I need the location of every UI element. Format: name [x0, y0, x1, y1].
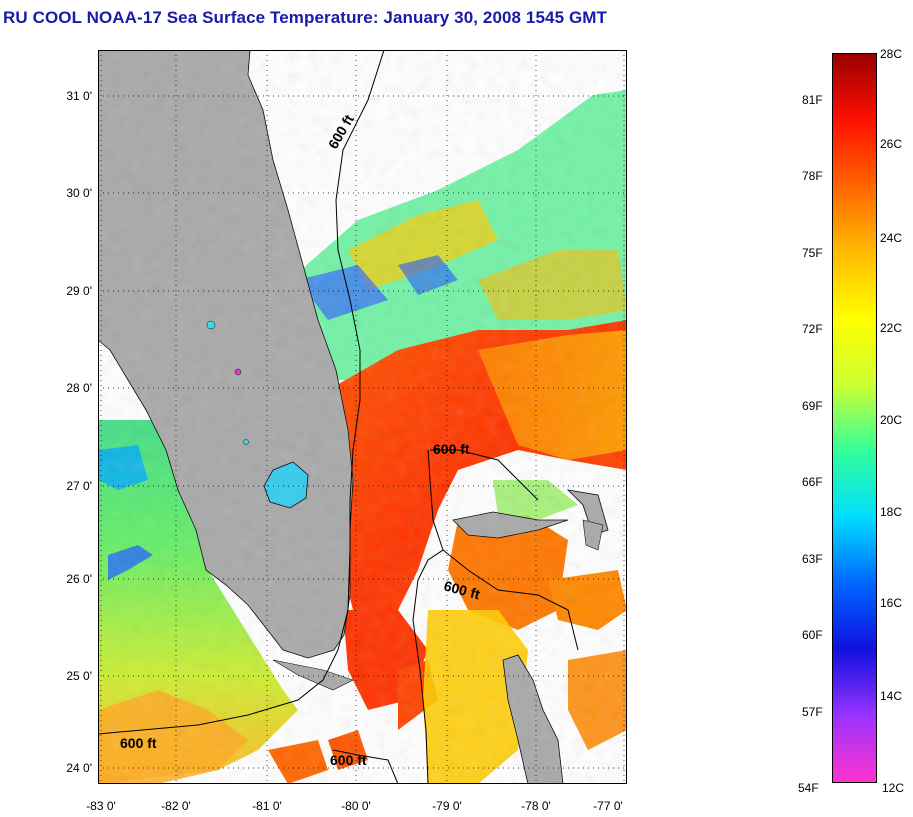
lon-label-79: -79 0' [432, 799, 462, 813]
contour-label-mid: 600 ft [433, 441, 470, 457]
graticule [98, 50, 627, 784]
colorbar-c-24: 24C [880, 231, 903, 245]
colorbar-f-72: 72F [802, 322, 823, 336]
colorbar-c-18: 18C [880, 505, 903, 519]
colorbar-f-81: 81F [802, 93, 823, 107]
colorbar-f-69: 69F [802, 399, 823, 413]
colorbar-f-63: 63F [802, 552, 823, 566]
colorbar-c-12: 12C [882, 781, 905, 795]
colorbar-f-60: 60F [802, 628, 823, 642]
lat-label-26: 26 0' [66, 572, 92, 586]
lat-label-27: 27 0' [66, 479, 92, 493]
colorbar-c-14: 14C [880, 689, 903, 703]
lon-label-81: -81 0' [252, 799, 282, 813]
colorbar-f-78: 78F [802, 169, 823, 183]
sst-map-canvas [98, 50, 627, 784]
isobath-contours [98, 50, 579, 784]
colorbar-c-22: 22C [880, 321, 903, 335]
colorbar-f-57: 57F [802, 705, 823, 719]
map-overlay [98, 50, 627, 784]
lat-label-31: 31 0' [66, 89, 92, 103]
contour-labels-layer: 600 ft 600 ft 600 ft 600 ft 600 ft [120, 112, 482, 768]
map-title: RU COOL NOAA-17 Sea Surface Temperature:… [3, 8, 608, 27]
lat-label-28: 28 0' [66, 381, 92, 395]
lat-label-24: 24 0' [66, 761, 92, 775]
contour-label-southwest: 600 ft [120, 735, 157, 751]
colorbar-f-54: 54F [798, 781, 819, 795]
lat-label-30: 30 0' [66, 186, 92, 200]
colorbar-f-75: 75F [802, 246, 823, 260]
colorbar-c-16: 16C [880, 596, 903, 610]
colorbar-c-26: 26C [880, 137, 903, 151]
lon-label-82: -82 0' [161, 799, 191, 813]
colorbar-c-28: 28C [880, 47, 903, 61]
contour-label-south: 600 ft [330, 752, 367, 768]
colorbar-c-20: 20C [880, 413, 903, 427]
lon-label-83: -83 0' [86, 799, 116, 813]
contour-label-bahamas: 600 ft [442, 577, 482, 602]
lat-label-29: 29 0' [66, 284, 92, 298]
lon-label-77: -77 0' [593, 799, 623, 813]
contour-label-north: 600 ft [325, 112, 357, 152]
lat-label-25: 25 0' [66, 669, 92, 683]
map-border [98, 50, 627, 784]
lon-label-78: -78 0' [521, 799, 551, 813]
lon-label-80: -80 0' [341, 799, 371, 813]
sst-map[interactable]: 600 ft 600 ft 600 ft 600 ft 600 ft [98, 50, 627, 784]
colorbar-f-66: 66F [802, 475, 823, 489]
temperature-colorbar [832, 53, 877, 783]
